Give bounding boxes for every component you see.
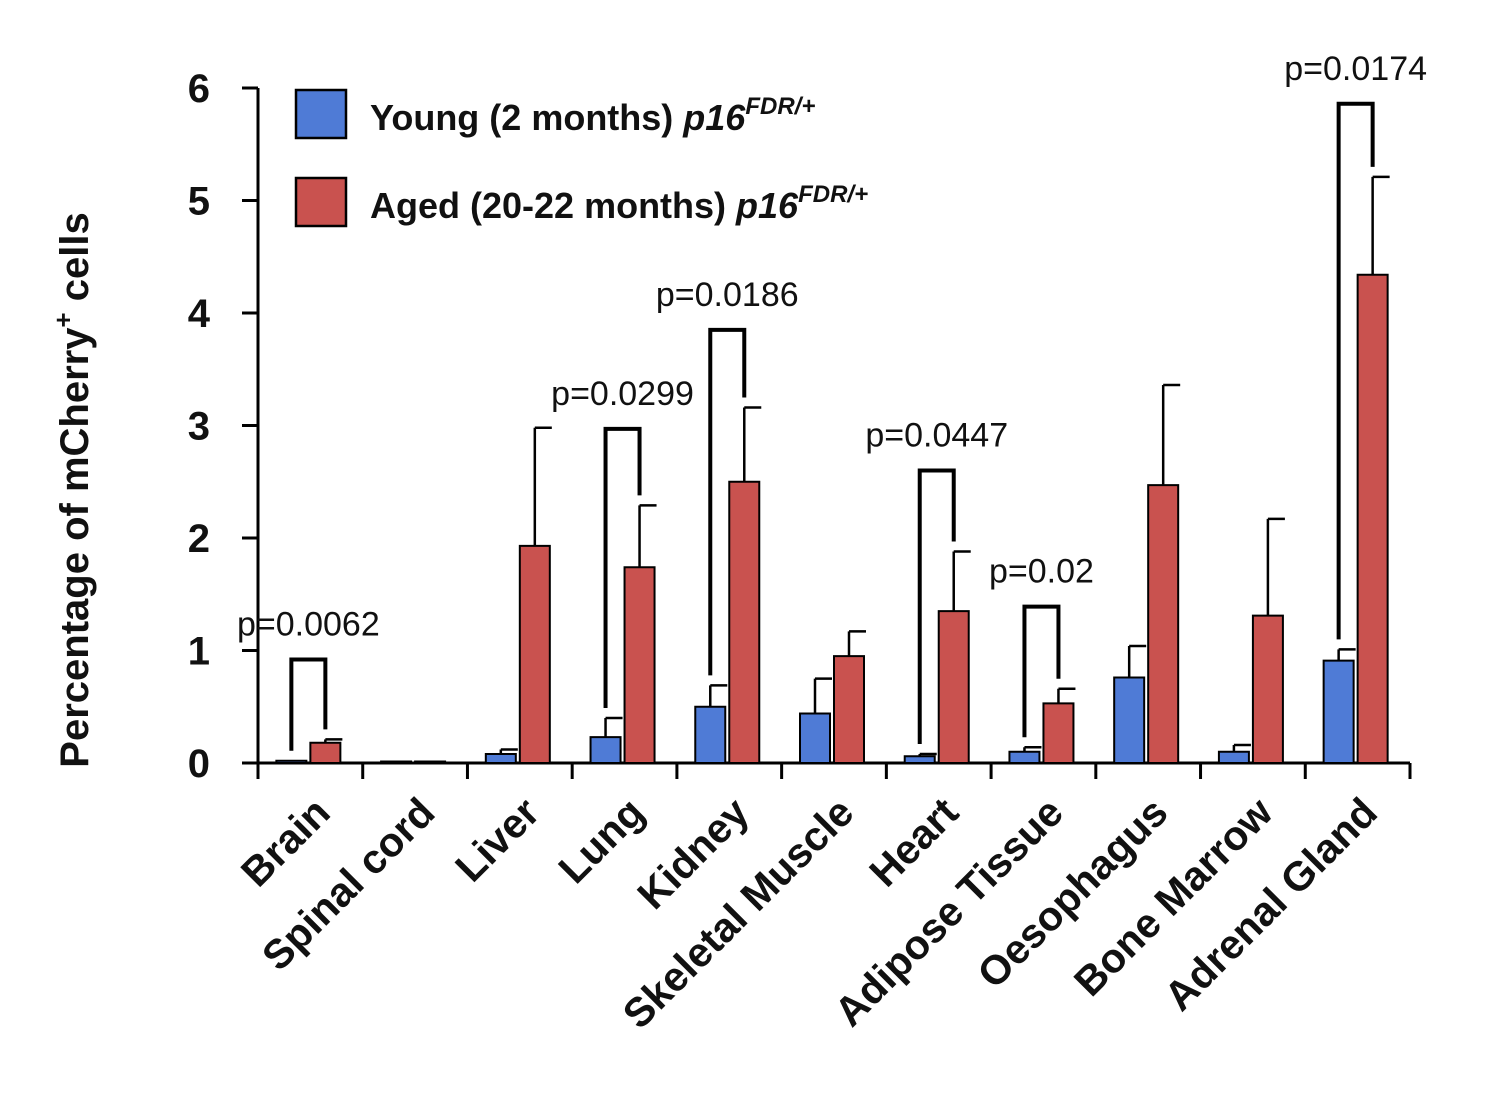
- bar-aged: [1042, 702, 1075, 764]
- bar-aged: [1356, 273, 1389, 764]
- p-value-label: p=0.02: [989, 553, 1094, 591]
- bar-aged: [623, 566, 656, 764]
- significance-bracket: [708, 327, 747, 676]
- legend-label: Aged (20-22 months) p16FDR/+: [370, 181, 868, 226]
- bar-young: [1008, 750, 1041, 764]
- legend-label: Young (2 months) p16FDR/+: [370, 93, 815, 138]
- y-tick-label: 4: [188, 292, 211, 336]
- p-value-label: p=0.0062: [237, 606, 380, 644]
- bars: [275, 175, 1390, 764]
- y-tick-label: 3: [188, 405, 210, 449]
- y-tick-label: 2: [188, 517, 210, 561]
- bar-young: [275, 759, 308, 764]
- bar-young: [484, 753, 517, 764]
- bar-young: [589, 736, 622, 764]
- y-tick-label: 1: [188, 630, 210, 674]
- significance-bracket: [1022, 604, 1061, 738]
- y-tick-label: 5: [188, 180, 210, 224]
- significance-bracket: [289, 657, 328, 751]
- bar-aged: [728, 480, 761, 764]
- bar-young: [799, 712, 831, 764]
- p-value-label: p=0.0174: [1284, 50, 1427, 88]
- x-tick-label: Liver: [446, 789, 548, 891]
- bar-aged: [518, 544, 551, 764]
- significance-bracket: [917, 468, 956, 744]
- bar-young: [1113, 676, 1146, 764]
- bar-young: [380, 760, 413, 764]
- legend: Young (2 months) p16FDR/+ Aged (20-22 mon…: [294, 88, 868, 228]
- significance-bracket: [1336, 101, 1375, 640]
- y-axis-label: Percentage of mCherry+ cells: [48, 212, 97, 767]
- p-value-label: p=0.0447: [865, 417, 1008, 455]
- bar-young: [903, 755, 936, 764]
- bar-aged: [309, 741, 342, 764]
- legend-swatch: [294, 176, 348, 228]
- bar-aged: [1251, 614, 1284, 764]
- y-axis: 0 1 2 3 4 5 6: [188, 67, 260, 786]
- bar-aged: [414, 760, 447, 764]
- bar-aged: [1147, 484, 1180, 764]
- bar-aged: [833, 655, 865, 764]
- significance-annotations: p=0.0062 p=0.0299 p=0.0186 p=0.0447 p=0.02 p=…: [237, 50, 1427, 751]
- p-value-label: p=0.0299: [551, 375, 694, 413]
- bar-aged: [937, 610, 970, 764]
- bar-young: [1322, 659, 1355, 764]
- y-tick-label: 0: [188, 742, 210, 786]
- legend-swatch: [294, 88, 348, 140]
- p-value-label: p=0.0186: [656, 276, 799, 314]
- bar-young: [694, 705, 727, 764]
- significance-bracket: [603, 426, 642, 708]
- bar-young: [1217, 750, 1250, 764]
- y-tick-label: 6: [188, 67, 210, 111]
